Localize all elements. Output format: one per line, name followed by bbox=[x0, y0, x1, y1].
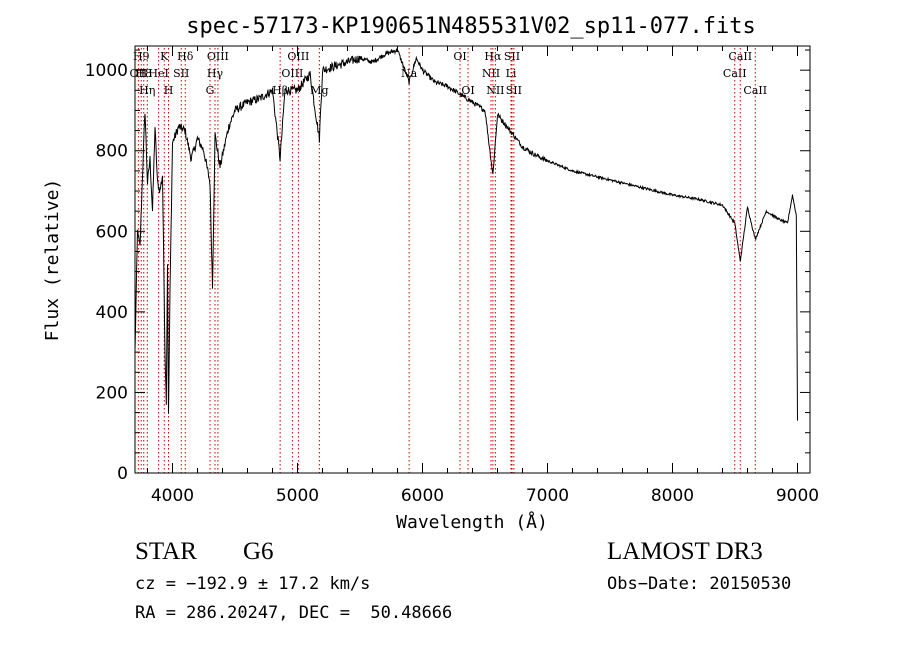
x-tick-label-3: 7000 bbox=[526, 486, 569, 506]
marker-label-22: Li bbox=[506, 67, 517, 80]
x-tick-label-2: 6000 bbox=[401, 486, 444, 506]
x-tick-label-4: 8000 bbox=[651, 486, 694, 506]
y-tick-label-0: 0 bbox=[117, 464, 128, 484]
marker-label-0: H9 bbox=[133, 50, 150, 63]
y-tick-label-2: 400 bbox=[96, 303, 128, 323]
marker-label-20: Hα bbox=[484, 50, 502, 63]
marker-label-14: OIII bbox=[287, 50, 309, 63]
marker-label-13: OIII bbox=[281, 67, 303, 80]
marker-label-9: G bbox=[206, 84, 215, 97]
x-tick-label-5: 9000 bbox=[776, 486, 819, 506]
line-markers: H9H8OIIHηHeIKHSIIHδGHγOIIIHβOIIIOIIIMgNa… bbox=[130, 48, 767, 473]
y-axis-label: Flux (relative) bbox=[42, 179, 63, 342]
x-axis-label: Wavelength (Å) bbox=[396, 511, 548, 533]
marker-label-11: OIII bbox=[207, 50, 229, 63]
y-tick-label-4: 800 bbox=[96, 142, 128, 162]
y-tick-label-5: 1000 bbox=[85, 61, 128, 81]
marker-label-5: K bbox=[160, 50, 169, 63]
survey-name: LAMOST DR3 bbox=[607, 538, 763, 565]
marker-label-23: SII bbox=[504, 50, 520, 63]
marker-label-27: CaII bbox=[743, 84, 767, 97]
marker-label-6: H bbox=[164, 84, 174, 97]
x-tick-label-0: 4000 bbox=[151, 486, 194, 506]
plot-frame bbox=[134, 45, 811, 474]
marker-label-19: NII bbox=[482, 67, 500, 80]
obs-date: Obs−Date: 20150530 bbox=[607, 574, 792, 594]
marker-label-21: NII bbox=[486, 84, 504, 97]
marker-label-12: Hβ bbox=[272, 84, 288, 97]
marker-label-10: Hγ bbox=[207, 67, 224, 80]
marker-label-17: OI bbox=[453, 50, 466, 63]
marker-label-24: SII bbox=[506, 84, 522, 97]
marker-label-3: Hη bbox=[139, 84, 155, 97]
coordinates: RA = 286.20247, DEC = 50.48666 bbox=[135, 603, 453, 623]
marker-label-8: Hδ bbox=[177, 50, 194, 63]
series-group bbox=[134, 48, 798, 421]
marker-label-7: SII bbox=[173, 67, 189, 80]
x-tick-label-1: 5000 bbox=[276, 486, 319, 506]
y-tick-label-1: 200 bbox=[96, 383, 128, 403]
marker-label-15: Mg bbox=[310, 84, 328, 97]
marker-label-26: CaII bbox=[728, 50, 752, 63]
y-axis: 0 200 400 600 800 1000 bbox=[85, 49, 810, 484]
radial-velocity: cz = −192.9 ± 17.2 km/s bbox=[135, 574, 371, 594]
object-subclass: G6 bbox=[243, 538, 274, 565]
marker-label-2: OII bbox=[130, 67, 148, 80]
y-tick-label-3: 600 bbox=[96, 222, 128, 242]
x-axis: 4000 5000 6000 7000 8000 9000 bbox=[147, 46, 819, 506]
marker-label-4: HeI bbox=[148, 67, 168, 80]
series-line-0 bbox=[134, 48, 798, 421]
marker-label-18: OI bbox=[461, 84, 474, 97]
marker-label-25: CaII bbox=[723, 67, 747, 80]
chart-title: spec-57173-KP190651N485531V02_sp11-077.f… bbox=[186, 14, 756, 39]
object-class: STAR bbox=[135, 538, 197, 565]
